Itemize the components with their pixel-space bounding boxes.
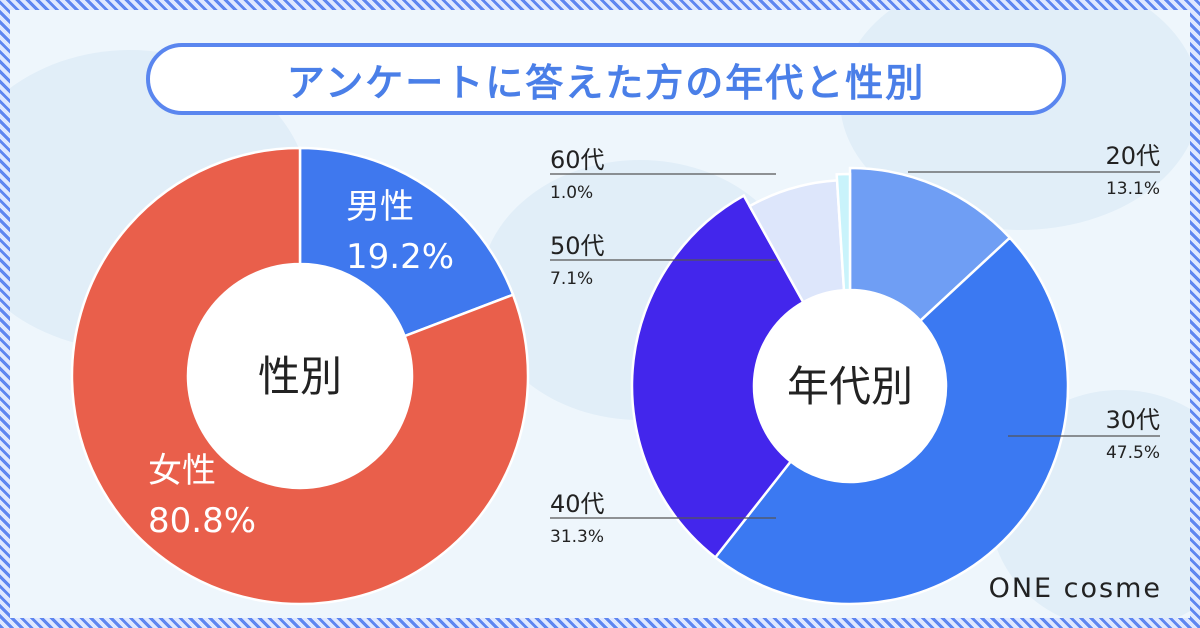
age-value-label: 31.3% <box>550 527 604 547</box>
age-category-label: 30代 <box>1105 406 1160 434</box>
gender-value-label: 80.8% <box>148 501 256 541</box>
age-category-label: 40代 <box>550 490 605 518</box>
center-label-0: 性別 <box>258 352 342 401</box>
age-value-label: 1.0% <box>550 183 593 203</box>
gender-category-label: 女性 <box>148 451 216 491</box>
brand-logo: ONE cosme <box>988 573 1162 604</box>
age-value-label: 13.1% <box>1106 179 1160 199</box>
title-banner: アンケートに答えた方の年代と性別 <box>146 43 1066 115</box>
age-value-label: 7.1% <box>550 269 593 289</box>
gender-category-label: 男性 <box>346 187 414 227</box>
age-category-label: 50代 <box>550 232 605 260</box>
page-title: アンケートに答えた方の年代と性別 <box>286 60 926 105</box>
age-value-label: 47.5% <box>1106 443 1160 463</box>
age-category-label: 20代 <box>1105 142 1160 170</box>
age-category-label: 60代 <box>550 146 605 174</box>
gender-value-label: 19.2% <box>346 237 454 277</box>
donut-hole-0 <box>188 264 412 488</box>
center-label-1: 年代別 <box>787 362 913 411</box>
content-panel: アンケートに答えた方の年代と性別 性別 男性 19.2% 女性 80.8% 年代別 20代 1… <box>10 10 1190 618</box>
donut-hole-1 <box>754 290 946 482</box>
charts-canvas: 性別 男性 19.2% 女性 80.8% 年代別 20代 13.1% 30代 47.5% 40代 31… <box>70 142 1160 606</box>
